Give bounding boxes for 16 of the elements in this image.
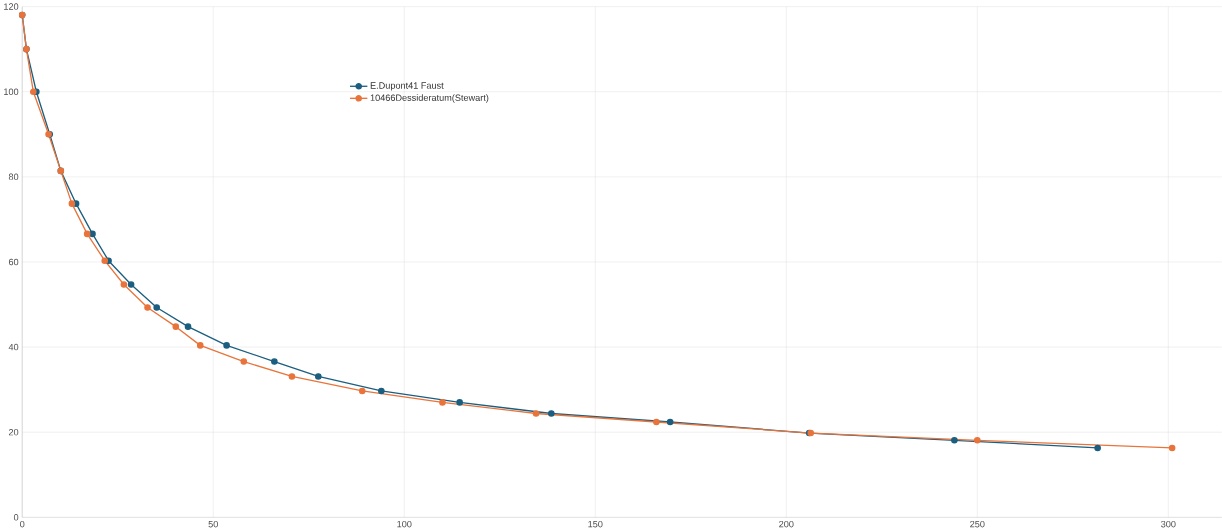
y-tick-label: 120: [4, 3, 19, 10]
legend-label: 10466Dessideratum(Stewart): [370, 94, 489, 103]
x-tick-label: 300: [1161, 521, 1176, 528]
x-tick-label: 200: [779, 521, 794, 528]
y-tick-label: 40: [8, 343, 19, 351]
x-tick-label: 250: [970, 521, 985, 528]
x-tick-label: 0: [20, 521, 25, 528]
x-tick-label: 150: [588, 521, 603, 528]
x-tick-label: 100: [397, 521, 412, 528]
y-tick-label: 0: [13, 514, 19, 521]
y-tick-label: 80: [8, 173, 19, 181]
x-tick-label: 50: [208, 521, 218, 528]
y-tick-label: 60: [8, 258, 19, 266]
y-tick-label: 100: [4, 88, 19, 96]
legend-label: E.Dupont41 Faust: [370, 82, 444, 91]
y-tick-label: 20: [8, 429, 19, 436]
